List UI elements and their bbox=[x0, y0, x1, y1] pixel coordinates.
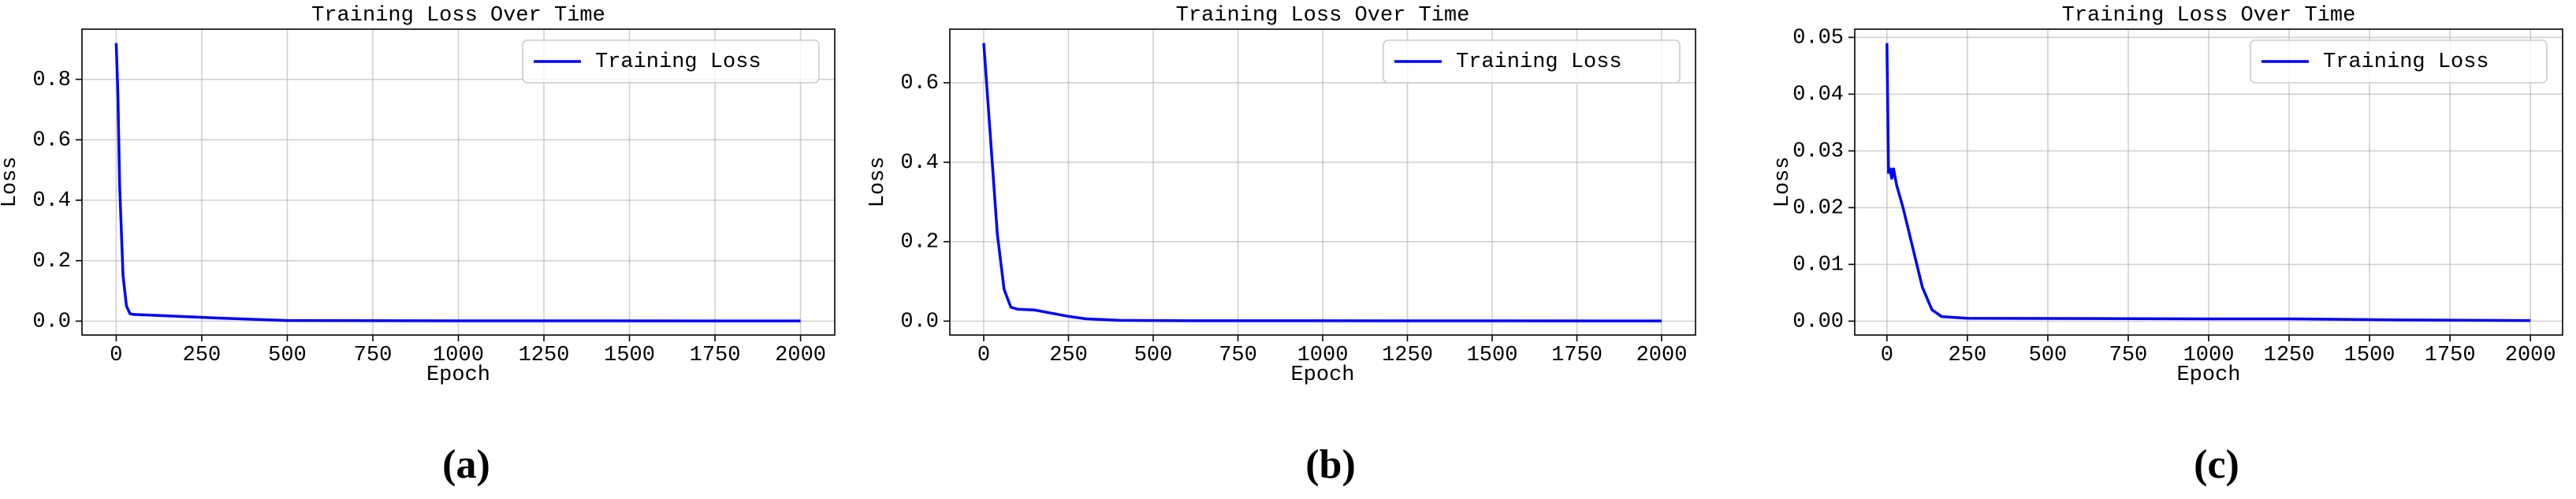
x-tick-label: 1750 bbox=[2425, 344, 2476, 367]
y-tick-label: 0.00 bbox=[1792, 310, 1844, 333]
x-tick-label: 1250 bbox=[2264, 344, 2315, 367]
legend-label: Training Loss bbox=[1456, 50, 1622, 74]
legend-box bbox=[1383, 39, 1681, 84]
y-tick-label: 0.01 bbox=[1792, 254, 1844, 277]
y-axis-label: Loss bbox=[0, 157, 22, 208]
x-tick-label: 1500 bbox=[1467, 344, 1518, 367]
x-tick-label: 250 bbox=[183, 344, 221, 367]
x-tick-label: 500 bbox=[268, 344, 307, 367]
x-tick-label: 1250 bbox=[1382, 344, 1433, 367]
legend-box bbox=[522, 39, 820, 84]
chart-title: Training Loss Over Time bbox=[1176, 4, 1470, 28]
x-tick-label: 2000 bbox=[775, 344, 826, 367]
x-tick-label: 750 bbox=[354, 344, 393, 367]
x-tick-label: 2000 bbox=[1636, 344, 1688, 367]
chart-title: Training Loss Over Time bbox=[311, 4, 605, 28]
x-axis-label: Epoch bbox=[1290, 363, 1354, 387]
y-tick-label: 0.4 bbox=[900, 151, 939, 175]
x-tick-label: 1750 bbox=[690, 344, 741, 367]
y-tick-label: 0.4 bbox=[32, 189, 71, 213]
x-tick-label: 2000 bbox=[2505, 344, 2556, 367]
x-tick-label: 0 bbox=[977, 344, 990, 367]
y-tick-label: 0.05 bbox=[1792, 27, 1844, 50]
x-tick-label: 500 bbox=[1134, 344, 1173, 367]
y-axis-label: Loss bbox=[1771, 157, 1795, 208]
x-tick-label: 0 bbox=[110, 344, 122, 367]
y-tick-label: 0.6 bbox=[32, 128, 71, 152]
x-tick-label: 250 bbox=[1049, 344, 1088, 367]
x-axis-label: Epoch bbox=[2176, 363, 2240, 387]
x-tick-label: 250 bbox=[1949, 344, 1987, 367]
panel-label: (a) bbox=[442, 442, 490, 487]
y-tick-label: 0.2 bbox=[900, 231, 939, 255]
y-tick-label: 0.0 bbox=[32, 310, 71, 333]
plot-frame bbox=[81, 28, 836, 336]
y-tick-label: 0.02 bbox=[1792, 197, 1844, 221]
y-axis-label: Loss bbox=[866, 157, 890, 208]
plot-frame bbox=[1854, 28, 2563, 336]
chart-title: Training Loss Over Time bbox=[2062, 4, 2356, 28]
y-tick-label: 0.04 bbox=[1792, 84, 1844, 107]
x-tick-label: 500 bbox=[2029, 344, 2068, 367]
x-tick-label: 1000 bbox=[1297, 344, 1349, 367]
panel-label: (c) bbox=[2194, 442, 2239, 487]
y-tick-label: 0.6 bbox=[900, 72, 939, 95]
legend-box bbox=[2250, 39, 2548, 84]
y-tick-label: 0.8 bbox=[32, 69, 71, 92]
loss-line bbox=[982, 43, 1662, 322]
x-tick-label: 750 bbox=[1219, 344, 1257, 367]
x-tick-label: 1500 bbox=[2344, 344, 2395, 367]
x-tick-label: 1000 bbox=[433, 344, 484, 367]
x-tick-label: 1250 bbox=[519, 344, 570, 367]
legend-label: Training Loss bbox=[595, 50, 761, 74]
y-tick-label: 0.03 bbox=[1792, 140, 1844, 164]
legend-label: Training Loss bbox=[2323, 50, 2489, 74]
x-tick-label: 1000 bbox=[2183, 344, 2235, 367]
plot-frame bbox=[949, 28, 1696, 336]
x-tick-label: 0 bbox=[1881, 344, 1893, 367]
y-tick-label: 0.2 bbox=[32, 250, 71, 274]
loss-line bbox=[1885, 43, 2531, 322]
panel-label: (b) bbox=[1305, 442, 1356, 487]
x-tick-label: 1750 bbox=[1551, 344, 1603, 367]
x-tick-label: 750 bbox=[2109, 344, 2148, 367]
loss-line bbox=[114, 43, 801, 322]
y-tick-label: 0.0 bbox=[900, 310, 939, 333]
x-axis-label: Epoch bbox=[426, 363, 490, 387]
x-tick-label: 1500 bbox=[604, 344, 655, 367]
